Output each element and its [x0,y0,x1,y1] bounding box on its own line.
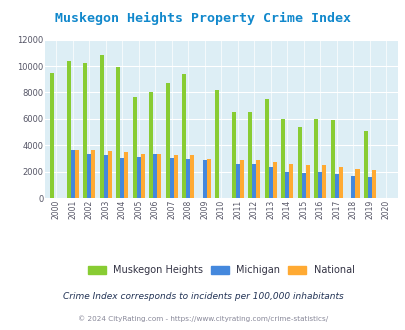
Bar [297,127,301,198]
Bar [91,150,95,198]
Bar [181,74,186,198]
Bar [371,170,375,198]
Bar [313,119,318,198]
Bar [190,155,194,198]
Bar [70,150,75,198]
Bar [202,160,206,198]
Bar [330,120,334,198]
Bar [334,174,338,198]
Bar [256,160,260,198]
Bar [252,164,256,198]
Bar [231,112,235,198]
Bar [239,160,243,198]
Bar [206,159,211,198]
Bar [322,165,326,198]
Bar [264,99,268,198]
Bar [120,158,124,198]
Bar [124,152,128,198]
Text: Muskegon Heights Property Crime Index: Muskegon Heights Property Crime Index [55,12,350,25]
Bar [136,157,141,198]
Bar [289,164,293,198]
Bar [268,167,272,198]
Bar [354,169,358,198]
Bar [157,154,161,198]
Bar [132,97,136,198]
Bar [141,154,145,198]
Bar [108,151,112,198]
Bar [367,177,371,198]
Bar [280,119,285,198]
Bar [301,173,305,198]
Bar [350,176,354,198]
Bar [363,131,367,198]
Bar [149,92,153,198]
Bar [173,155,177,198]
Legend: Muskegon Heights, Michigan, National: Muskegon Heights, Michigan, National [86,263,356,277]
Bar [305,165,309,198]
Bar [153,154,157,198]
Bar [169,158,173,198]
Bar [215,90,219,198]
Bar [83,63,87,198]
Text: © 2024 CityRating.com - https://www.cityrating.com/crime-statistics/: © 2024 CityRating.com - https://www.city… [78,315,327,322]
Bar [50,73,54,198]
Bar [285,172,289,198]
Bar [99,55,103,198]
Bar [247,112,252,198]
Bar [116,67,120,198]
Bar [75,150,79,198]
Bar [165,83,169,198]
Bar [186,159,190,198]
Bar [103,155,108,198]
Bar [272,162,276,198]
Text: Crime Index corresponds to incidents per 100,000 inhabitants: Crime Index corresponds to incidents per… [62,292,343,301]
Bar [66,61,70,198]
Bar [87,154,91,198]
Bar [235,164,239,198]
Bar [338,167,342,198]
Bar [318,172,322,198]
